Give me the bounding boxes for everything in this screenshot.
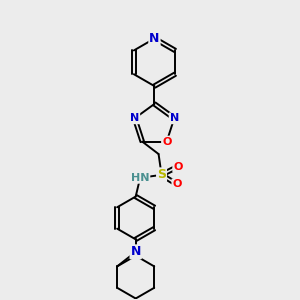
Text: N: N <box>149 32 160 45</box>
Text: O: O <box>173 161 183 172</box>
Text: S: S <box>157 168 166 182</box>
Text: N: N <box>130 113 139 123</box>
Text: O: O <box>162 136 171 147</box>
Text: N: N <box>169 113 179 123</box>
Text: HN: HN <box>131 173 149 183</box>
Text: N: N <box>130 245 141 258</box>
Text: O: O <box>172 179 182 189</box>
